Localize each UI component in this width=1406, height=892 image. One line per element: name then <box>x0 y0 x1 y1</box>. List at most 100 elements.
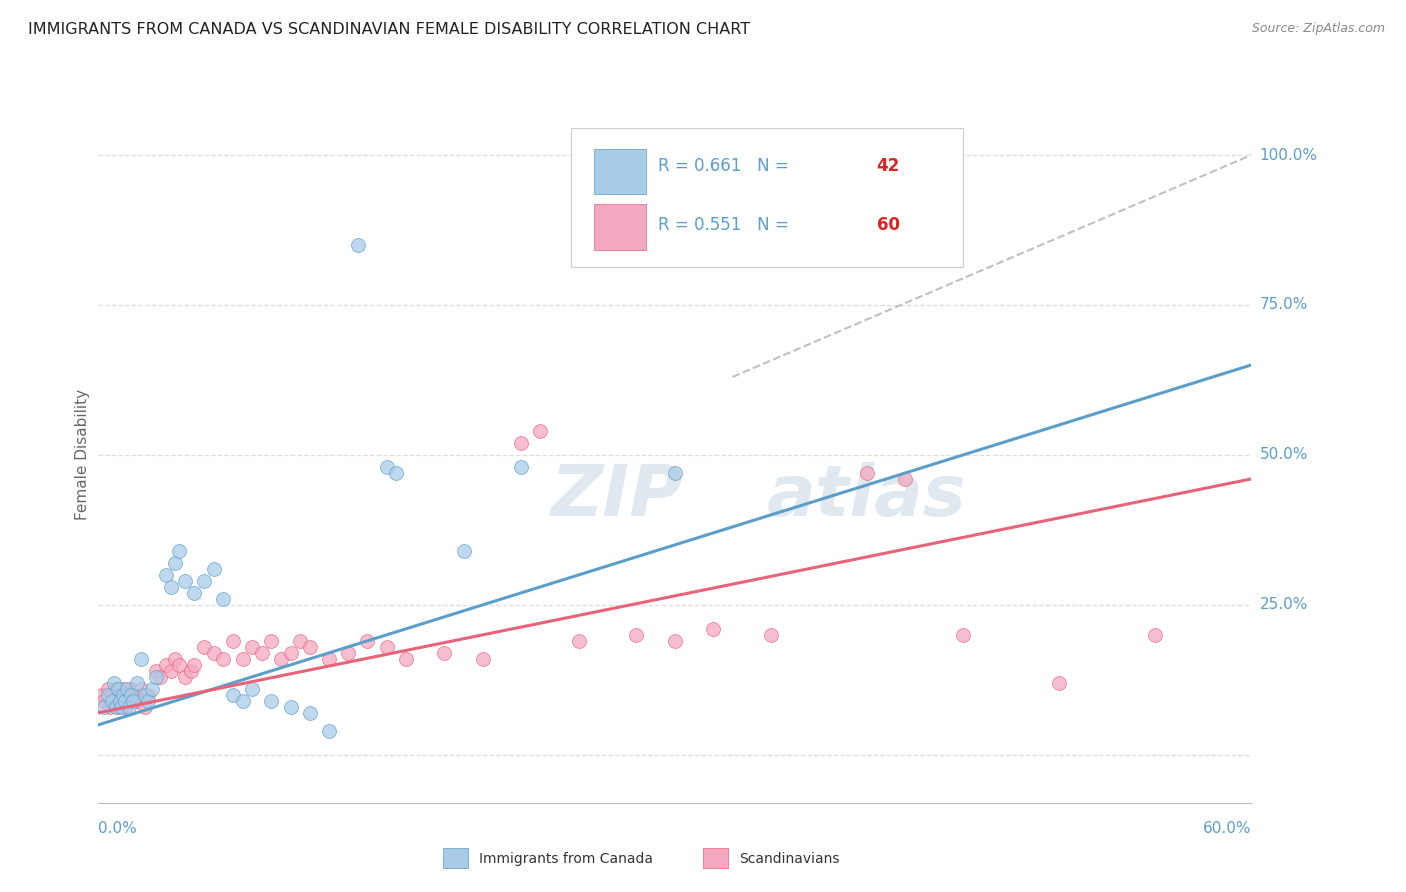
Text: 100.0%: 100.0% <box>1260 147 1317 162</box>
Point <box>298 706 321 720</box>
Point <box>290 633 312 648</box>
Point <box>138 694 160 708</box>
Point <box>183 657 205 672</box>
Point <box>101 694 124 708</box>
Point <box>155 657 177 672</box>
Point <box>110 699 132 714</box>
Point <box>114 694 136 708</box>
Text: 42: 42 <box>877 157 900 175</box>
Point <box>212 652 235 666</box>
Point <box>952 628 974 642</box>
Text: Immigrants from Canada: Immigrants from Canada <box>479 852 654 866</box>
Point <box>103 676 125 690</box>
Point <box>160 664 183 678</box>
Point <box>104 699 127 714</box>
Point <box>112 681 135 696</box>
Point <box>510 436 533 450</box>
Point <box>107 699 129 714</box>
Point <box>93 694 115 708</box>
FancyBboxPatch shape <box>595 204 647 250</box>
Point <box>120 688 142 702</box>
Point <box>160 580 183 594</box>
Point <box>145 664 167 678</box>
Text: IMMIGRANTS FROM CANADA VS SCANDINAVIAN FEMALE DISABILITY CORRELATION CHART: IMMIGRANTS FROM CANADA VS SCANDINAVIAN F… <box>28 22 751 37</box>
Point <box>318 652 340 666</box>
Point <box>260 633 283 648</box>
Point <box>250 646 273 660</box>
Point <box>101 688 124 702</box>
Point <box>134 699 156 714</box>
Point <box>174 574 197 588</box>
Point <box>260 694 283 708</box>
Point <box>240 681 263 696</box>
Point <box>759 628 782 642</box>
Point <box>167 657 190 672</box>
Point <box>337 646 360 660</box>
Point <box>231 652 254 666</box>
Point <box>125 676 148 690</box>
Point <box>118 694 141 708</box>
Point <box>395 652 418 666</box>
Point <box>118 699 141 714</box>
Point <box>1144 628 1167 642</box>
Point <box>149 670 172 684</box>
Point <box>180 664 202 678</box>
Point <box>856 466 879 480</box>
Point <box>375 640 398 654</box>
Point <box>107 681 129 696</box>
Text: 60: 60 <box>877 217 900 235</box>
Point <box>280 646 302 660</box>
Point <box>626 628 648 642</box>
Point <box>894 472 917 486</box>
Point <box>141 681 163 696</box>
Point <box>183 586 205 600</box>
Point <box>471 652 494 666</box>
Point <box>240 640 263 654</box>
Point <box>114 699 136 714</box>
Text: Source: ZipAtlas.com: Source: ZipAtlas.com <box>1251 22 1385 36</box>
Point <box>212 591 235 606</box>
Point <box>165 652 187 666</box>
Point <box>120 681 142 696</box>
FancyBboxPatch shape <box>595 149 647 194</box>
Point <box>103 694 125 708</box>
Text: Scandinavians: Scandinavians <box>740 852 839 866</box>
Point <box>104 681 127 696</box>
Point <box>129 652 152 666</box>
Text: atlas: atlas <box>768 462 967 532</box>
Point <box>664 633 686 648</box>
Text: R = 0.661   N =: R = 0.661 N = <box>658 157 793 175</box>
Point <box>231 694 254 708</box>
Point <box>110 694 132 708</box>
Point <box>117 681 138 696</box>
Point <box>222 633 245 648</box>
Point <box>346 238 368 252</box>
Point <box>193 640 215 654</box>
Point <box>202 646 225 660</box>
FancyBboxPatch shape <box>571 128 963 267</box>
Point <box>1047 676 1070 690</box>
Point <box>108 688 131 702</box>
Point <box>664 466 686 480</box>
Text: 0.0%: 0.0% <box>98 821 138 836</box>
Point <box>433 646 456 660</box>
Point <box>165 556 187 570</box>
Point <box>129 681 152 696</box>
Point <box>97 681 120 696</box>
Point <box>138 688 160 702</box>
Point <box>529 424 551 438</box>
Point <box>270 652 292 666</box>
Point <box>134 688 156 702</box>
Point <box>510 459 533 474</box>
Point <box>222 688 245 702</box>
Point <box>122 688 145 702</box>
Point <box>202 562 225 576</box>
Text: 75.0%: 75.0% <box>1260 297 1308 312</box>
Point <box>125 694 148 708</box>
Point <box>108 694 131 708</box>
Point <box>117 688 138 702</box>
Point <box>702 622 724 636</box>
Point <box>93 699 115 714</box>
Point <box>97 688 120 702</box>
Point <box>167 544 190 558</box>
